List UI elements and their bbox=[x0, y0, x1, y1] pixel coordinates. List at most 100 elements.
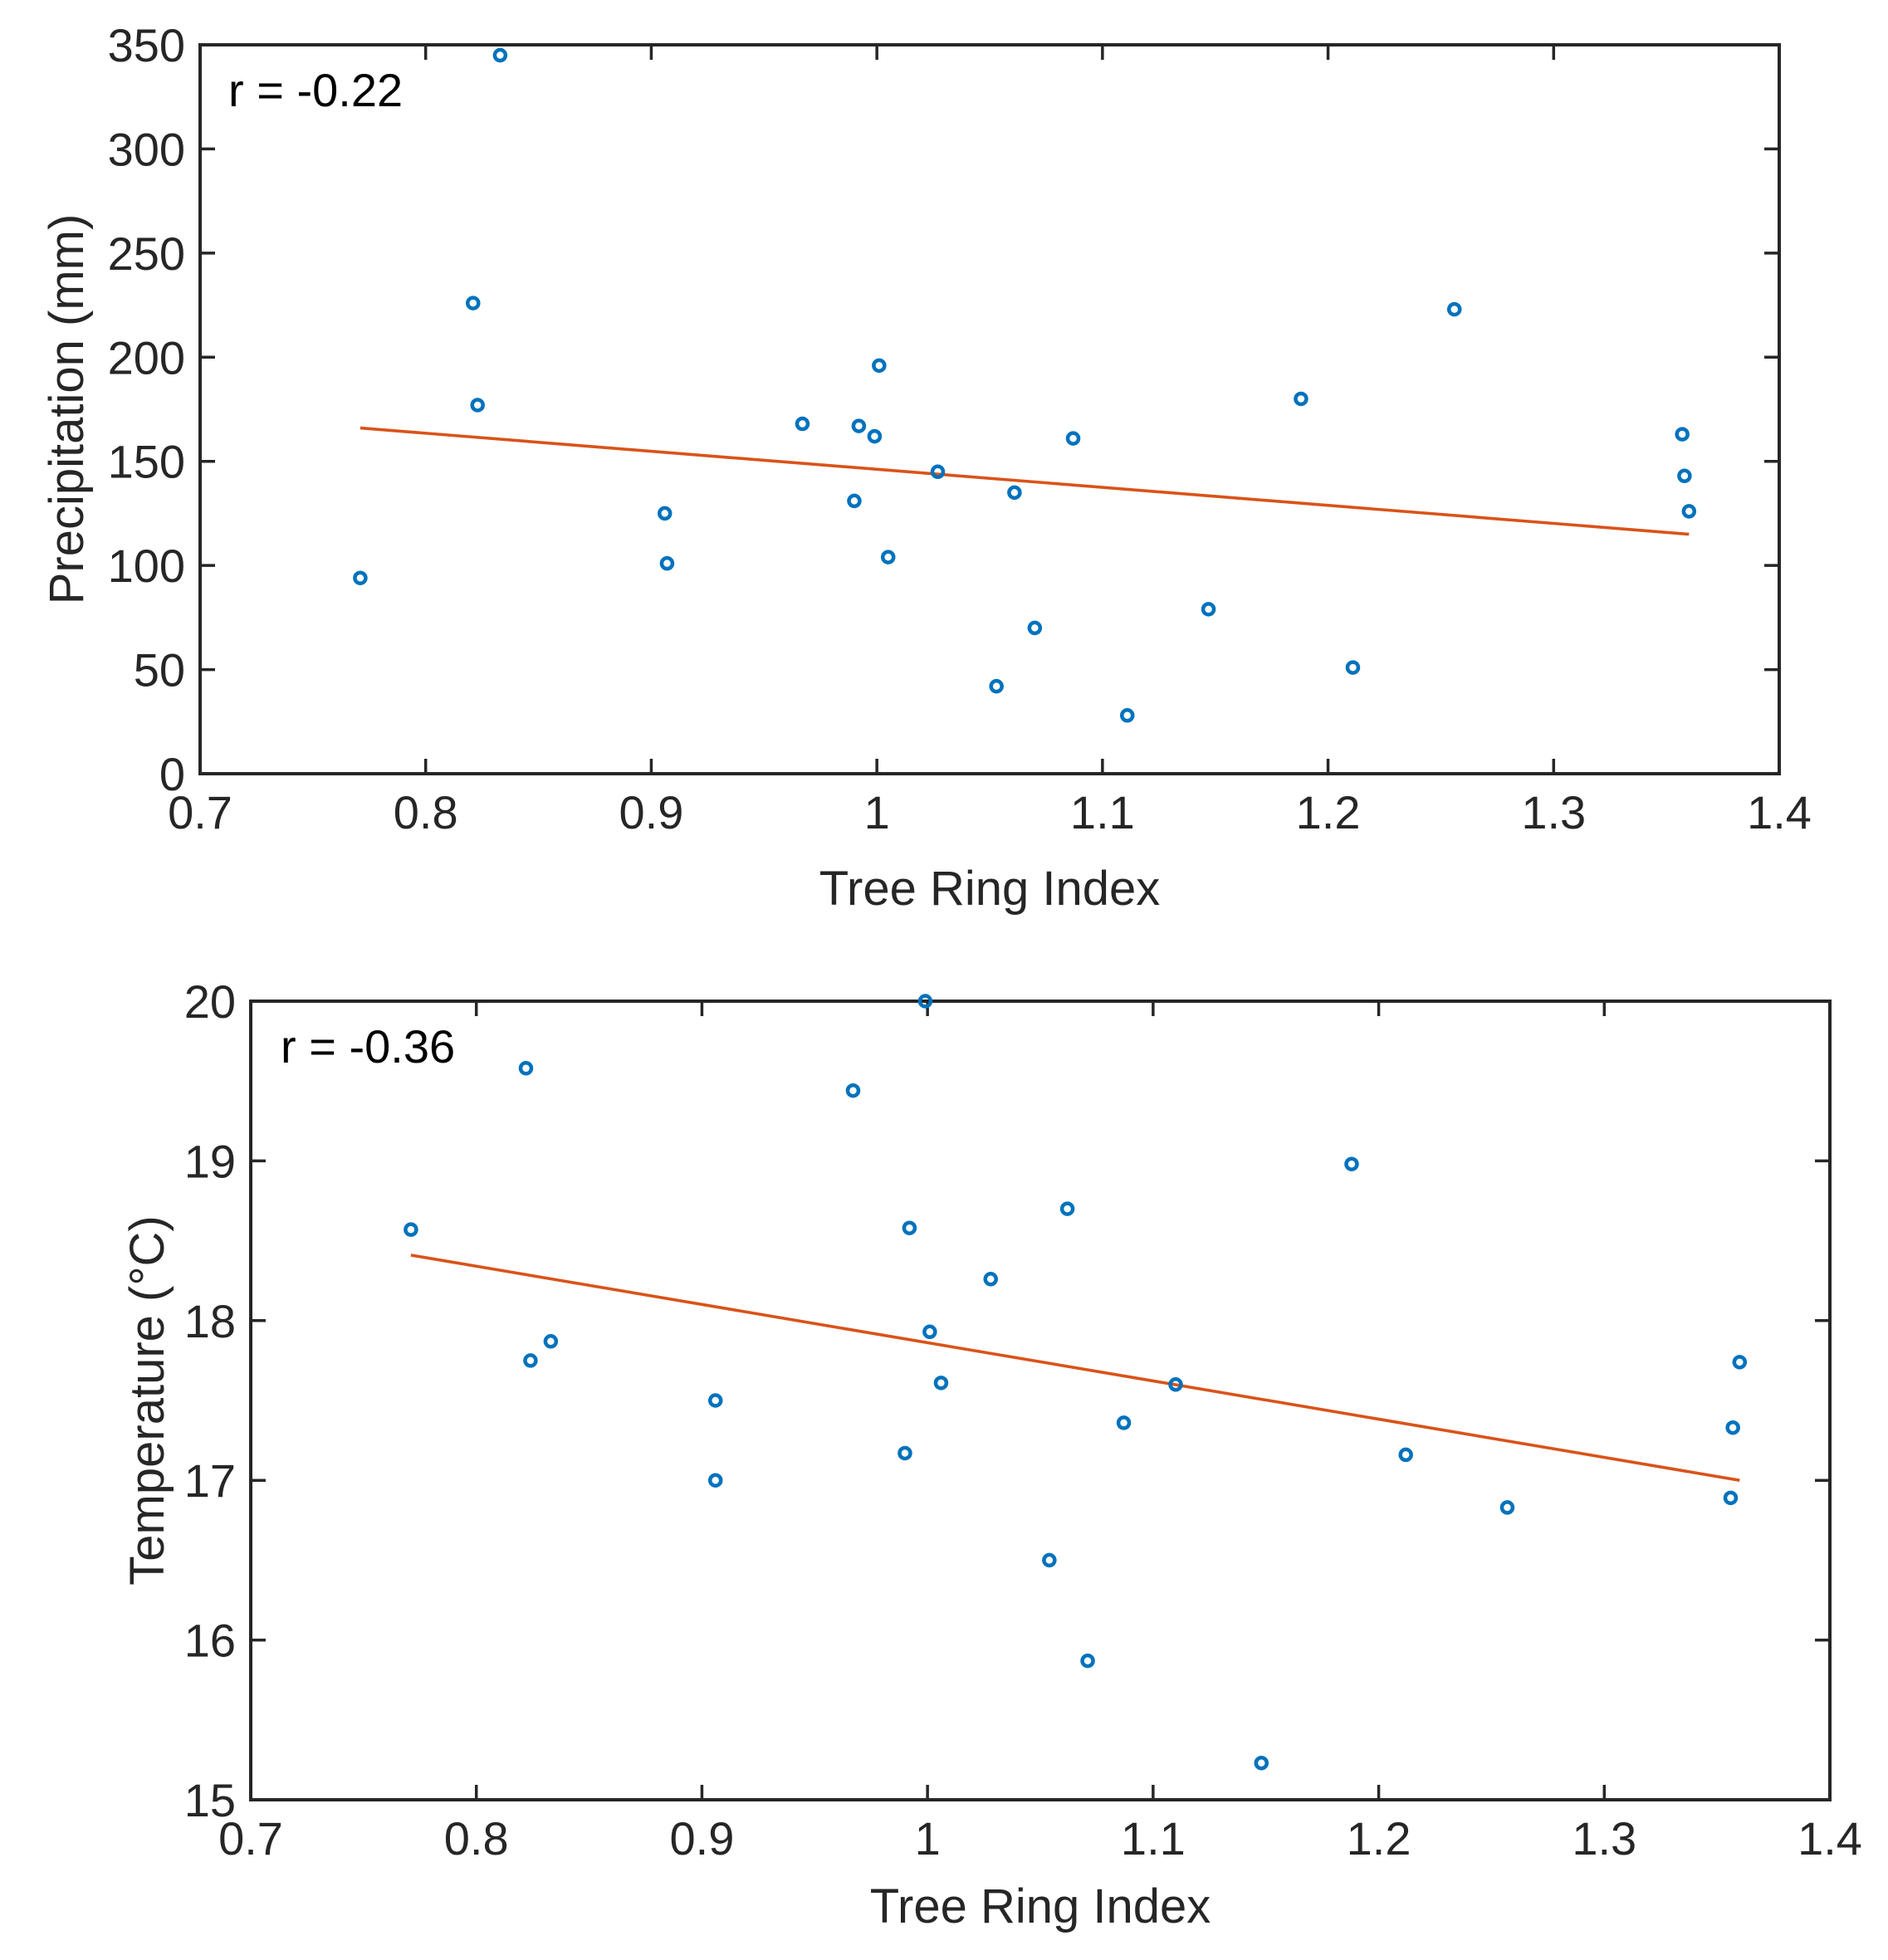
precipitation-data-point bbox=[989, 678, 1004, 694]
precipitation-data-point bbox=[1681, 504, 1697, 519]
temperature-x-axis-label: Tree Ring Index bbox=[870, 1879, 1211, 1933]
precipitation-data-point bbox=[1119, 708, 1135, 723]
temperature-data-point bbox=[1080, 1653, 1095, 1669]
precipitation-data-point bbox=[1446, 301, 1462, 317]
temperature-y-tick-label: 19 bbox=[184, 1135, 236, 1187]
temperature-data-point bbox=[898, 1445, 912, 1461]
temperature-data-point bbox=[523, 1353, 538, 1368]
temperature-y-tick-label: 17 bbox=[184, 1454, 236, 1507]
precipitation-data-point bbox=[880, 550, 896, 565]
precipitation-x-tick-labels: 0.7 0.8 0.9 1 1.1 1.2 1.3 1.4 bbox=[168, 786, 1812, 838]
precipitation-r-annotation: r = -0.22 bbox=[228, 64, 403, 116]
precipitation-x-tick-label: 1 bbox=[864, 786, 890, 838]
precipitation-data-point bbox=[1345, 660, 1361, 675]
precipitation-data-point bbox=[466, 296, 481, 310]
temperature-data-point bbox=[1116, 1415, 1132, 1430]
temperature-data-point bbox=[707, 1393, 723, 1408]
temperature-ticks bbox=[249, 1000, 1832, 1801]
precipitation-x-axis-label: Tree Ring Index bbox=[819, 862, 1161, 916]
precipitation-data-point bbox=[470, 398, 485, 413]
temperature-data-point bbox=[543, 1334, 559, 1349]
temperature-r-annotation: r = -0.36 bbox=[281, 1020, 455, 1073]
precipitation-y-tick-label: 250 bbox=[108, 227, 185, 280]
precipitation-data-point bbox=[847, 493, 862, 509]
temperature-y-tick-label: 18 bbox=[184, 1295, 236, 1347]
precipitation-fit-line bbox=[360, 426, 1690, 536]
precipitation-data-point bbox=[930, 464, 946, 480]
temperature-data-point bbox=[1168, 1377, 1183, 1392]
temperature-data-point bbox=[707, 1473, 723, 1488]
temperature-data-point bbox=[518, 1061, 534, 1076]
temperature-y-tick-labels: 15 16 17 18 19 20 bbox=[184, 975, 236, 1826]
precipitation-fit-group bbox=[360, 426, 1690, 536]
temperature-y-tick-label: 15 bbox=[184, 1774, 236, 1826]
temperature-data-point bbox=[922, 1324, 937, 1340]
temperature-y-tick-label: 20 bbox=[184, 975, 236, 1028]
temperature-x-tick-label: 1 bbox=[915, 1812, 941, 1865]
temperature-x-tick-labels: 0.7 0.8 0.9 1 1.1 1.2 1.3 1.4 bbox=[218, 1812, 1862, 1865]
temperature-data-point bbox=[1499, 1500, 1515, 1515]
precipitation-y-tick-label: 150 bbox=[108, 436, 185, 488]
temperature-x-tick-label: 0.8 bbox=[444, 1812, 509, 1865]
precipitation-y-tick-labels: 0 50 100 150 200 250 300 350 bbox=[108, 19, 185, 800]
precipitation-data-point bbox=[1294, 391, 1308, 407]
temperature-data-point bbox=[1732, 1355, 1748, 1370]
temperature-data-point bbox=[845, 1083, 861, 1098]
precipitation-axes-box bbox=[198, 43, 1781, 775]
temperature-x-tick-label: 0.9 bbox=[669, 1812, 734, 1865]
temperature-data-point bbox=[1042, 1552, 1057, 1568]
temperature-data-point bbox=[404, 1222, 418, 1237]
temperature-points bbox=[404, 994, 1748, 1771]
precipitation-data-point bbox=[1007, 485, 1022, 501]
temperature-data-point bbox=[1723, 1490, 1739, 1506]
precipitation-data-point bbox=[1677, 468, 1692, 484]
temperature-data-point bbox=[983, 1272, 998, 1287]
temperature-data-point bbox=[917, 994, 933, 1009]
temperature-data-point bbox=[933, 1376, 949, 1391]
precipitation-y-tick-label: 200 bbox=[108, 331, 185, 384]
precipitation-data-point bbox=[353, 570, 368, 585]
temperature-data-point bbox=[1059, 1201, 1075, 1216]
temperature-axes-box bbox=[249, 1000, 1832, 1801]
temperature-fit-group bbox=[410, 1254, 1740, 1482]
precipitation-data-point bbox=[492, 47, 508, 63]
precipitation-x-tick-label: 0.9 bbox=[619, 786, 683, 838]
precipitation-data-point bbox=[872, 358, 887, 374]
precipitation-y-tick-label: 300 bbox=[108, 123, 185, 175]
precipitation-x-tick-label: 0.8 bbox=[394, 786, 458, 838]
precipitation-y-tick-label: 0 bbox=[159, 748, 185, 800]
precipitation-data-point bbox=[867, 428, 883, 444]
precipitation-data-point bbox=[659, 555, 675, 571]
precipitation-data-point bbox=[1027, 620, 1043, 636]
precipitation-x-tick-label: 0.7 bbox=[168, 786, 232, 838]
precipitation-x-tick-label: 1.2 bbox=[1296, 786, 1361, 838]
precipitation-data-point bbox=[795, 416, 810, 432]
precipitation-x-tick-label: 1.1 bbox=[1070, 786, 1135, 838]
temperature-data-point bbox=[1398, 1447, 1413, 1463]
temperature-data-point bbox=[902, 1220, 917, 1235]
precipitation-x-tick-label: 1.4 bbox=[1747, 786, 1812, 838]
temperature-plot: 0.7 0.8 0.9 1 1.1 1.2 1.3 1.4 15 16 17 18 19 20 r = … bbox=[120, 975, 1862, 1933]
precipitation-data-point bbox=[1201, 602, 1216, 617]
temperature-y-axis-label: Temperature (°C) bbox=[120, 1215, 174, 1585]
precipitation-data-point bbox=[1065, 431, 1081, 446]
temperature-data-point bbox=[1725, 1420, 1740, 1435]
precipitation-y-tick-label: 100 bbox=[108, 540, 185, 592]
temperature-x-tick-label: 1.4 bbox=[1798, 1812, 1862, 1865]
precipitation-data-point bbox=[657, 506, 673, 521]
temperature-x-tick-label: 1.2 bbox=[1347, 1812, 1411, 1865]
precipitation-y-tick-label: 350 bbox=[108, 19, 185, 71]
precipitation-y-axis-label: Precipitation (mm) bbox=[40, 214, 94, 605]
precipitation-data-point bbox=[851, 418, 867, 433]
temperature-x-tick-label: 1.3 bbox=[1572, 1812, 1636, 1865]
precipitation-x-tick-label: 1.3 bbox=[1521, 786, 1586, 838]
temperature-data-point bbox=[1254, 1755, 1269, 1771]
precipitation-data-point bbox=[1675, 427, 1690, 442]
precipitation-plot: 0.7 0.8 0.9 1 1.1 1.2 1.3 1.4 0 50 100 150 200 250 30… bbox=[40, 19, 1812, 916]
precipitation-ticks bbox=[198, 43, 1781, 775]
temperature-data-point bbox=[1344, 1156, 1359, 1171]
precipitation-y-tick-label: 50 bbox=[134, 644, 185, 697]
temperature-x-tick-label: 0.7 bbox=[218, 1812, 283, 1865]
temperature-fit-line bbox=[410, 1254, 1740, 1482]
